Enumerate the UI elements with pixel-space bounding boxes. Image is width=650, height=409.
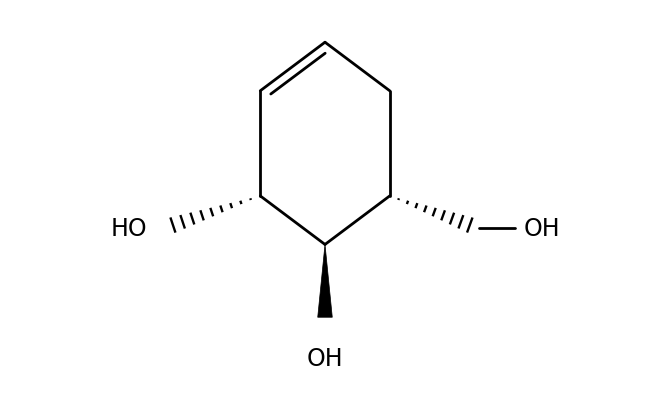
Text: OH: OH [307,346,343,370]
Polygon shape [318,245,332,317]
Text: OH: OH [523,217,560,240]
Text: HO: HO [111,217,147,240]
